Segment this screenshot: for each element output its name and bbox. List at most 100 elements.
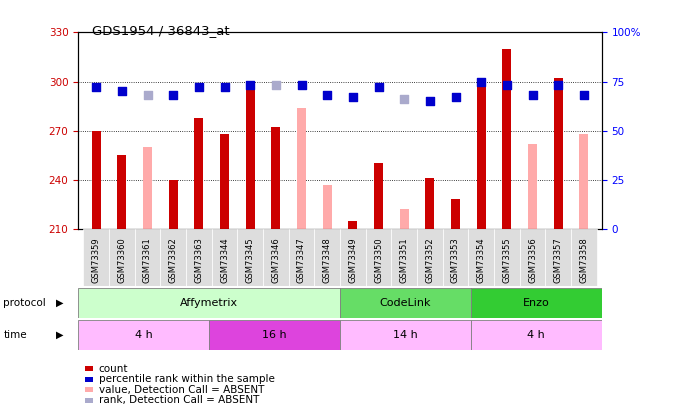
Bar [391,229,417,286]
Point [373,84,384,91]
Bar [84,229,109,286]
Bar [451,199,460,229]
Point [476,78,487,85]
Bar [471,288,602,318]
Bar [245,81,255,229]
Bar [322,185,332,229]
Bar [528,144,537,229]
Text: Enzo: Enzo [523,298,549,308]
Text: ▶: ▶ [56,330,64,340]
Point [579,92,590,98]
Text: GSM73352: GSM73352 [425,237,435,283]
Text: GSM73357: GSM73357 [554,237,562,283]
Point [296,82,307,89]
Text: protocol: protocol [3,298,46,308]
Bar [366,229,391,286]
Text: ▶: ▶ [56,298,64,308]
Point [90,84,101,91]
Bar [340,288,471,318]
Bar [169,180,177,229]
Point [347,94,358,100]
Bar [186,229,211,286]
Bar [211,229,237,286]
Point [193,84,204,91]
Point [398,96,409,102]
Text: GSM73348: GSM73348 [323,237,332,283]
Bar [78,320,209,350]
Bar [579,134,588,229]
Point [142,92,153,98]
Text: GSM73358: GSM73358 [579,237,588,283]
Text: GSM73359: GSM73359 [92,237,101,283]
Point [271,82,282,89]
Bar [471,320,602,350]
Point [219,84,230,91]
Text: 16 h: 16 h [262,330,287,340]
Bar [271,127,280,229]
Point [450,94,461,100]
Bar [314,229,340,286]
Bar [117,155,126,229]
Text: value, Detection Call = ABSENT: value, Detection Call = ABSENT [99,385,264,394]
Bar [143,147,152,229]
Bar [289,229,314,286]
Text: GSM73353: GSM73353 [451,237,460,283]
Text: GSM73363: GSM73363 [194,237,203,283]
Bar [340,320,471,350]
Bar [374,163,383,229]
Text: GSM73355: GSM73355 [503,237,511,283]
Text: GSM73345: GSM73345 [245,237,255,283]
Bar [417,229,443,286]
Point [245,82,256,89]
Text: GSM73350: GSM73350 [374,237,383,283]
Bar [443,229,469,286]
Text: GSM73344: GSM73344 [220,237,229,283]
Bar [109,229,135,286]
Bar [220,134,229,229]
Text: rank, Detection Call = ABSENT: rank, Detection Call = ABSENT [99,395,259,405]
Point [424,98,435,104]
Bar [78,288,340,318]
Text: 14 h: 14 h [393,330,418,340]
Text: GSM73351: GSM73351 [400,237,409,283]
Bar [92,130,101,229]
Bar [469,229,494,286]
Point [168,92,179,98]
Text: Affymetrix: Affymetrix [180,298,238,308]
Text: 4 h: 4 h [135,330,152,340]
Text: GSM73347: GSM73347 [297,237,306,283]
Text: 4 h: 4 h [528,330,545,340]
Text: GSM73362: GSM73362 [169,237,177,283]
Text: GSM73356: GSM73356 [528,237,537,283]
Bar [135,229,160,286]
Text: GSM73361: GSM73361 [143,237,152,283]
Bar [263,229,289,286]
Bar [348,221,358,229]
Bar [340,229,366,286]
Point [322,92,333,98]
Text: GSM73349: GSM73349 [348,237,357,283]
Bar [503,49,511,229]
Point [553,82,564,89]
Bar [209,320,340,350]
Bar [425,178,435,229]
Text: GSM73360: GSM73360 [118,237,126,283]
Bar [237,229,263,286]
Bar [494,229,520,286]
Text: GSM73354: GSM73354 [477,237,486,283]
Point [501,82,512,89]
Text: CodeLink: CodeLink [379,298,431,308]
Point [527,92,538,98]
Bar [477,78,486,229]
Bar [160,229,186,286]
Text: time: time [3,330,27,340]
Text: GDS1954 / 36843_at: GDS1954 / 36843_at [92,24,229,37]
Bar [554,78,563,229]
Text: count: count [99,364,128,373]
Bar [194,117,203,229]
Text: GSM73346: GSM73346 [271,237,280,283]
Bar [400,209,409,229]
Point [116,88,127,95]
Text: percentile rank within the sample: percentile rank within the sample [99,374,275,384]
Bar [545,229,571,286]
